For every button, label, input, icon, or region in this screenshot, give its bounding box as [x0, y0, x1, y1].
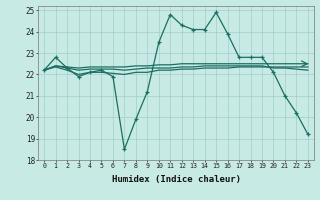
X-axis label: Humidex (Indice chaleur): Humidex (Indice chaleur): [111, 175, 241, 184]
